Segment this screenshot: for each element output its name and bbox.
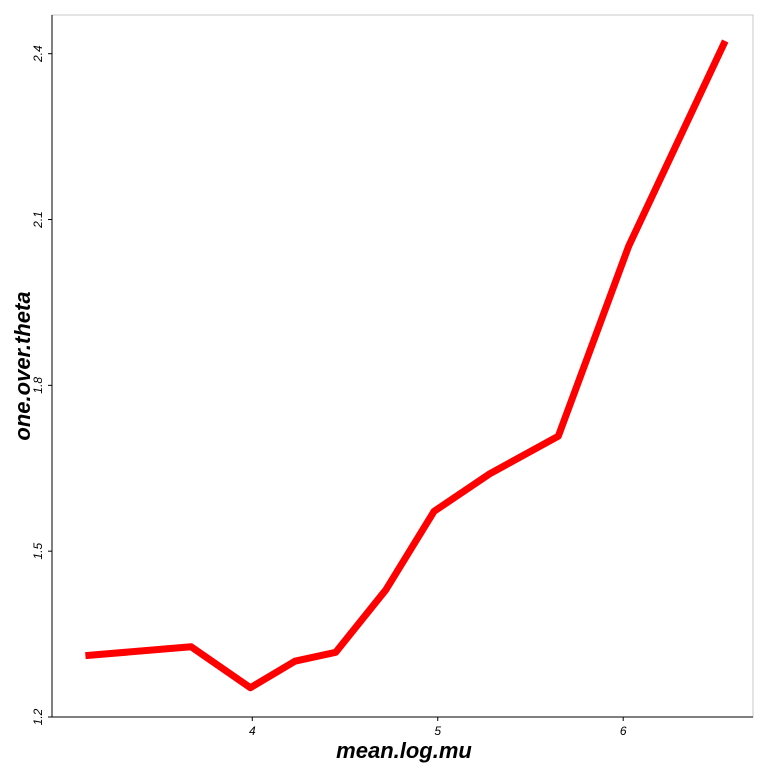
x-tick-label: 4 xyxy=(249,724,256,738)
x-tick-label: 5 xyxy=(434,724,441,738)
plot-panel xyxy=(51,14,754,718)
y-tick-label: 2.1 xyxy=(31,211,45,229)
y-axis-title: one.over.theta xyxy=(10,291,35,440)
y-tick-label: 1.5 xyxy=(31,543,45,560)
x-tick-label: 6 xyxy=(620,724,627,738)
series-layer xyxy=(85,39,729,692)
x-axis-title: mean.log.mu xyxy=(336,738,472,763)
y-tick-label: 2.4 xyxy=(31,45,45,63)
series-line xyxy=(85,39,729,692)
y-tick-label: 1.8 xyxy=(31,377,45,394)
axis-ticks: 4 5 6 1.2 1.5 1.8 2.1 2.4 xyxy=(31,45,627,738)
y-tick-label: 1.2 xyxy=(31,708,45,725)
